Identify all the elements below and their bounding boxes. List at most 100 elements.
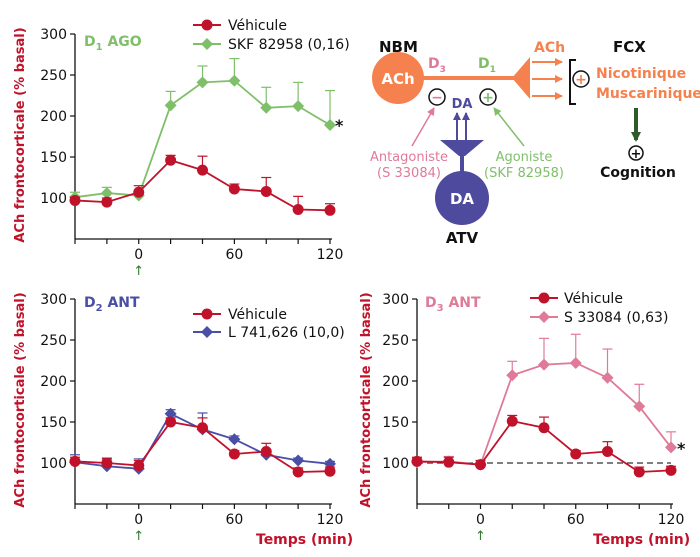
data-point (164, 407, 177, 420)
data-point (665, 441, 677, 454)
cognition-label: Cognition (600, 165, 676, 181)
data-point (443, 456, 455, 468)
data-point (602, 446, 613, 458)
significance-star: * (335, 116, 344, 135)
nbm-label: NBM (379, 38, 418, 56)
injection-arrow: ↑ (133, 529, 144, 544)
plot-area (69, 57, 336, 216)
data-point (133, 459, 145, 471)
panel-title: D2 ANT (84, 295, 140, 314)
data-point (197, 422, 208, 434)
x-axis-label: Temps (min) (593, 532, 690, 548)
antagoniste-pointer (411, 107, 435, 147)
x-tick-label: 120 (317, 247, 344, 263)
y-axis-label: ACh frontocorticale (% basal) (13, 27, 28, 242)
da-neuron-label: DA (450, 190, 474, 208)
injection-arrow: ↑ (475, 529, 486, 544)
legend-marker-vehicule (538, 292, 550, 304)
data-point (69, 455, 81, 467)
antagoniste-drug-label: (S 33084) (377, 166, 441, 181)
d1-receptor-label: D1 (478, 56, 496, 75)
ach-neuron-label: ACh (381, 70, 414, 88)
x-tick-label: 120 (317, 512, 344, 528)
significance-star: * (677, 439, 686, 458)
chart-d1-ago: ACh frontocorticale (% basal) D1 AGO 100… (13, 18, 350, 279)
y-axis-label: ACh frontocorticale (% basal) (359, 292, 374, 507)
chart-d2-ant: ACh frontocorticale (% basal) D2 ANT 100… (13, 292, 345, 544)
y-tick-label: 300 (40, 27, 67, 43)
y-tick-label: 100 (40, 456, 67, 472)
muscarinique-label: Muscarinique (596, 86, 700, 102)
legend-marker-vehicule (201, 308, 213, 320)
data-point (133, 186, 145, 198)
data-point (228, 74, 241, 87)
atv-label: ATV (446, 229, 479, 247)
fcx-plus-circle (572, 70, 590, 88)
x-tick-label: 0 (134, 512, 143, 528)
y-tick-label: 150 (40, 150, 67, 166)
x-axis-label: Temps (min) (256, 532, 353, 548)
data-point (601, 371, 614, 384)
data-point (197, 164, 208, 176)
y-tick-label: 200 (40, 374, 67, 390)
data-point (101, 457, 113, 469)
data-point (292, 203, 304, 215)
legend-label-vehicule: Véhicule (564, 291, 623, 307)
series-1 (69, 57, 336, 204)
series-line (416, 362, 672, 466)
legend-label-vehicule: Véhicule (228, 307, 287, 323)
data-point (228, 183, 240, 195)
data-point (101, 196, 113, 208)
data-point (665, 464, 677, 476)
da-label: DA (452, 97, 473, 112)
data-point (260, 446, 272, 458)
data-point (633, 400, 646, 413)
x-tick-label: 60 (567, 512, 585, 528)
plus-sign: + (482, 90, 494, 106)
da-terminal (440, 140, 484, 156)
data-point (228, 433, 241, 446)
data-point (196, 76, 209, 89)
ach-neuron (372, 52, 424, 104)
axes: 100 150 200 250 300 0 60 120 ↑ (382, 292, 684, 544)
y-tick-label: 300 (382, 292, 409, 308)
y-tick-label: 300 (40, 292, 67, 308)
da-neuron (435, 171, 489, 225)
mechanism-diagram: NBM ACh D3 D1 − + DA ACh FCX + Nicotiniq… (370, 38, 700, 247)
series-0 (411, 414, 677, 478)
data-point (506, 369, 519, 382)
receptor-bracket (569, 59, 576, 105)
legend-marker-s33084 (538, 311, 550, 323)
cognition-plus-circle (628, 145, 644, 161)
legend-label-s33084: S 33084 (0,63) (564, 310, 668, 326)
data-point (228, 448, 240, 460)
data-point (260, 101, 273, 114)
legend-label-vehicule: Véhicule (228, 18, 287, 34)
data-point (324, 204, 336, 216)
x-tick-label: 60 (225, 512, 243, 528)
y-axis-label: ACh frontocorticale (% basal) (13, 292, 28, 507)
legend-label-skf: SKF 82958 (0,16) (228, 37, 350, 53)
y-tick-label: 250 (40, 333, 67, 349)
legend-marker-l741626 (201, 326, 213, 338)
legend-label-l741626: L 741,626 (10,0) (228, 325, 345, 341)
series-0 (69, 154, 336, 216)
data-point (538, 422, 550, 434)
cognition-plus-sign: + (631, 147, 642, 162)
ach-label: ACh (534, 40, 565, 56)
fcx-label: FCX (613, 38, 646, 56)
minus-sign: − (431, 90, 443, 106)
panel-title: D3 ANT (425, 295, 481, 314)
data-point (100, 187, 113, 200)
data-point (292, 454, 305, 467)
data-point (292, 466, 304, 478)
plus-circle (479, 88, 497, 106)
agoniste-drug-label: (SKF 82958) (484, 166, 564, 181)
chart-d3-ant: ACh frontocorticale (% basal) D3 ANT 100… (359, 291, 686, 544)
d3-receptor-label: D3 (428, 56, 446, 75)
data-point (570, 448, 582, 460)
y-tick-label: 200 (40, 109, 67, 125)
agoniste-label: Agoniste (496, 150, 553, 165)
data-point (411, 455, 423, 467)
